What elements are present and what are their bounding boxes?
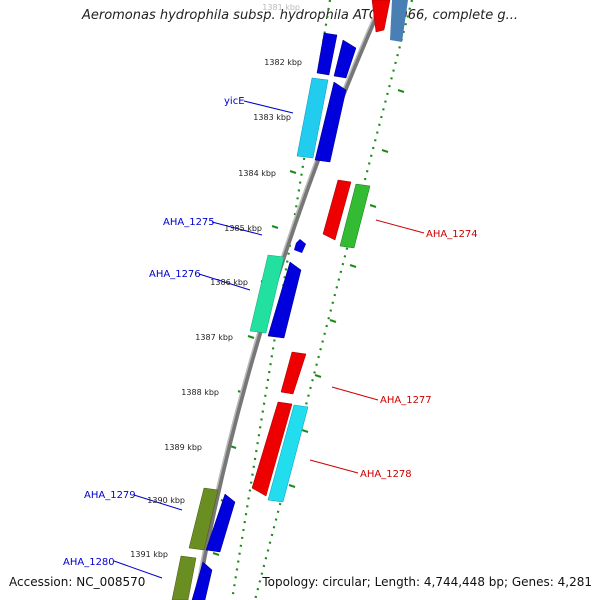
right-gene-labels: AHA_1274 AHA_1277 AHA_1278 — [360, 229, 478, 480]
tick-mark — [301, 429, 309, 433]
gene-feature-blue[interactable] — [333, 39, 357, 79]
left-gene-labels: yicE AHA_1275 AHA_1276 AHA_1279 AHA_1280 — [63, 96, 245, 568]
tick-label: 1387 kbp — [195, 333, 233, 342]
tick-mark — [288, 484, 296, 488]
gene-feature-blue[interactable] — [316, 32, 338, 76]
gene-feature-red[interactable] — [322, 179, 352, 241]
tick-label: 1389 kbp — [164, 443, 202, 452]
tick-label: 1391 kbp — [130, 550, 168, 559]
gene-feature-red-top[interactable] — [371, 0, 391, 33]
label-leader-lines — [113, 100, 425, 579]
gene-label-aha-1280[interactable]: AHA_1280 — [63, 557, 115, 568]
tick-mark — [212, 552, 220, 556]
accession-text: Accession: NC_008570 — [9, 575, 146, 589]
gene-label-aha-1278[interactable]: AHA_1278 — [360, 469, 412, 480]
tick-labels: 1381 kbp 1382 kbp 1383 kbp 1384 kbp 1385… — [130, 3, 302, 559]
gene-label-yice[interactable]: yicE — [224, 96, 245, 107]
leader-line-aha-1277 — [331, 386, 379, 401]
leader-line-aha-1278 — [309, 459, 359, 474]
gene-feature-blue[interactable] — [205, 493, 236, 553]
tick-mark — [397, 89, 405, 93]
tick-mark — [314, 374, 322, 378]
gene-feature-olive[interactable] — [188, 487, 219, 551]
gene-feature-blue[interactable] — [314, 81, 347, 163]
tick-mark — [289, 170, 297, 174]
tick-label: 1385 kbp — [224, 224, 262, 233]
gene-feature-olive[interactable] — [171, 555, 197, 600]
gene-feature-steel-top[interactable] — [390, 0, 408, 42]
gene-feature-cyan[interactable] — [267, 404, 309, 503]
leader-line-aha-1280 — [113, 560, 163, 579]
gene-feature-red[interactable] — [280, 351, 307, 395]
gene-feature-blue-small[interactable] — [294, 239, 306, 253]
tick-label: 1383 kbp — [253, 113, 291, 122]
tick-label: 1390 kbp — [147, 496, 185, 505]
gene-feature-green[interactable] — [339, 183, 371, 249]
tick-label: 1384 kbp — [238, 169, 276, 178]
gene-label-aha-1277[interactable]: AHA_1277 — [380, 395, 432, 406]
gene-feature-red[interactable] — [251, 401, 293, 497]
leader-line-yice — [243, 100, 294, 114]
leader-line-aha-1275 — [211, 221, 263, 236]
gene-features — [171, 0, 408, 600]
tick-mark — [381, 149, 389, 153]
tick-mark — [369, 204, 377, 208]
tick-mark — [271, 225, 279, 229]
gene-label-aha-1275[interactable]: AHA_1275 — [163, 217, 215, 228]
gene-label-aha-1274[interactable]: AHA_1274 — [426, 229, 478, 240]
tick-mark — [329, 319, 337, 323]
leader-line-aha-1276 — [198, 273, 251, 291]
map-title: Aeromonas hydrophila subsp. hydrophila A… — [81, 8, 519, 23]
gene-feature-teal[interactable] — [249, 254, 285, 334]
gene-label-aha-1279[interactable]: AHA_1279 — [84, 490, 136, 501]
tick-label: 1388 kbp — [181, 388, 219, 397]
tick-label: 1382 kbp — [264, 58, 302, 67]
gene-feature-blue[interactable] — [191, 561, 213, 600]
leader-line-aha-1274 — [375, 219, 425, 234]
gene-feature-cyan[interactable] — [296, 77, 329, 159]
topology-text: Topology: circular; Length: 4,744,448 bp… — [262, 575, 592, 589]
gene-label-aha-1276[interactable]: AHA_1276 — [149, 269, 201, 280]
tick-mark — [349, 264, 357, 268]
tick-label: 1386 kbp — [210, 278, 248, 287]
tick-mark — [247, 335, 255, 339]
tick-label: 1381 kbp — [262, 3, 300, 12]
gene-feature-blue[interactable] — [267, 261, 302, 339]
leader-line-aha-1279 — [133, 494, 183, 511]
